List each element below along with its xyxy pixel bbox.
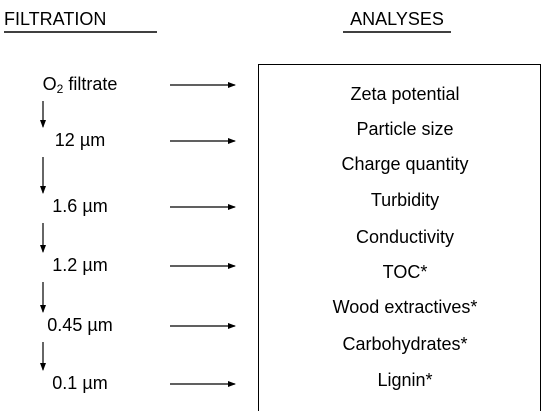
filtration-step: 12 µm <box>55 130 105 150</box>
analysis-item: Turbidity <box>371 190 439 210</box>
filtration-step: 0.1 µm <box>52 373 107 393</box>
analysis-item: Particle size <box>356 119 453 139</box>
analysis-item: Zeta potential <box>350 84 459 104</box>
filtration-step: 1.2 µm <box>52 255 107 275</box>
filtration-step: 1.6 µm <box>52 196 107 216</box>
filtration-step: O2 filtrate <box>43 74 118 96</box>
step-rest: filtrate <box>63 74 117 94</box>
analyses-title: ANALYSES <box>350 9 444 29</box>
analysis-item: Charge quantity <box>341 154 468 174</box>
filtration-step: 0.45 µm <box>47 315 112 335</box>
step-base: O <box>43 74 57 94</box>
analysis-item: Conductivity <box>356 227 454 247</box>
analysis-item: Wood extractives* <box>333 297 478 317</box>
analysis-item: TOC* <box>383 262 428 282</box>
analysis-item: Lignin* <box>377 370 432 390</box>
step-subscript: 2 <box>57 82 64 96</box>
analyses-box <box>258 64 541 411</box>
analysis-item: Carbohydrates* <box>342 334 467 354</box>
filtration-title: FILTRATION <box>4 9 106 29</box>
